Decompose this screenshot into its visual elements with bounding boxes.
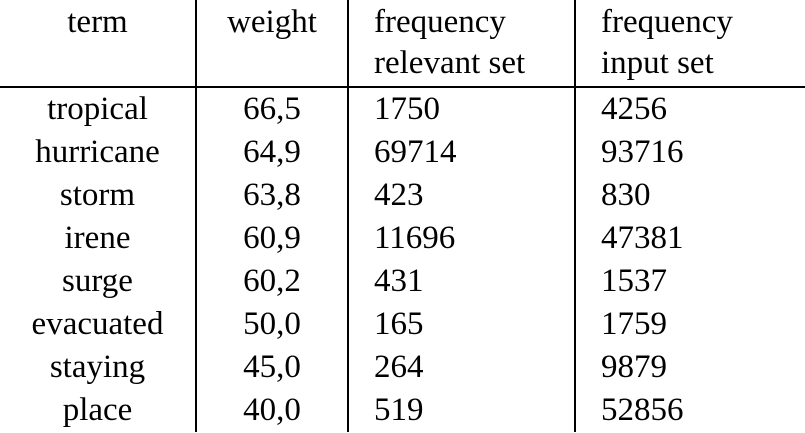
cell-term: hurricane: [35, 134, 160, 170]
header-row: term weight frequency relevant set frequ…: [0, 0, 805, 87]
table-row: evacuated 50,0 165 1759: [0, 303, 805, 346]
header-frequency-relevant: frequency relevant set: [347, 0, 575, 87]
cell-frequency-input: 4256: [574, 87, 805, 131]
table-row: storm 63,8 423 830: [0, 174, 805, 217]
cell-weight: 60,2: [195, 260, 348, 303]
table-header: term weight frequency relevant set frequ…: [0, 0, 805, 87]
cell-frequency-input: 830: [574, 174, 805, 217]
cell-frequency-relevant: 264: [347, 346, 575, 389]
cell-weight: 63,8: [195, 174, 348, 217]
cell-frequency-relevant: 69714: [347, 131, 575, 174]
cell-frequency-input: 1537: [574, 260, 805, 303]
cell-frequency-input: 47381: [574, 217, 805, 260]
cell-term: tropical: [47, 91, 148, 127]
table-row: surge 60,2 431 1537: [0, 260, 805, 303]
cell-frequency-input: 9879: [574, 346, 805, 389]
cell-weight: 60,9: [195, 217, 348, 260]
cell-weight: 66,5: [195, 87, 348, 131]
cell-weight: 50,0: [195, 303, 348, 346]
header-weight: weight: [195, 0, 348, 87]
cell-term: evacuated: [31, 306, 164, 342]
header-term: term: [0, 0, 196, 87]
cell-term: irene: [64, 220, 131, 256]
cell-weight: 64,9: [195, 131, 348, 174]
header-frequency-relevant-line1: frequency: [374, 4, 506, 40]
cell-frequency-relevant: 1750: [347, 87, 575, 131]
table-row: tropical 66,5 1750 4256: [0, 87, 805, 131]
cell-weight: 45,0: [195, 346, 348, 389]
header-frequency-input-line1: frequency: [601, 4, 733, 40]
cell-frequency-relevant: 519: [347, 389, 575, 432]
table-body: tropical 66,5 1750 4256 hurricane 64,9 6…: [0, 87, 805, 432]
cell-frequency-relevant: 423: [347, 174, 575, 217]
cell-term: place: [62, 392, 133, 428]
header-frequency-relevant-line2: relevant set: [374, 45, 526, 82]
cell-term: staying: [49, 349, 146, 385]
header-term-label: term: [67, 4, 128, 40]
cell-weight: 40,0: [195, 389, 348, 432]
header-weight-label: weight: [227, 4, 317, 40]
cell-frequency-relevant: 11696: [347, 217, 575, 260]
cell-frequency-input: 52856: [574, 389, 805, 432]
cell-frequency-relevant: 431: [347, 260, 575, 303]
header-frequency-input: frequency input set: [574, 0, 805, 87]
cell-frequency-input: 1759: [574, 303, 805, 346]
table-row: hurricane 64,9 69714 93716: [0, 131, 805, 174]
header-frequency-input-line2: input set: [601, 45, 714, 82]
cell-term: surge: [62, 263, 133, 299]
table-row: irene 60,9 11696 47381: [0, 217, 805, 260]
table-row: place 40,0 519 52856: [0, 389, 805, 432]
cell-frequency-relevant: 165: [347, 303, 575, 346]
cell-term: storm: [59, 177, 136, 213]
cell-frequency-input: 93716: [574, 131, 805, 174]
table-row: staying 45,0 264 9879: [0, 346, 805, 389]
